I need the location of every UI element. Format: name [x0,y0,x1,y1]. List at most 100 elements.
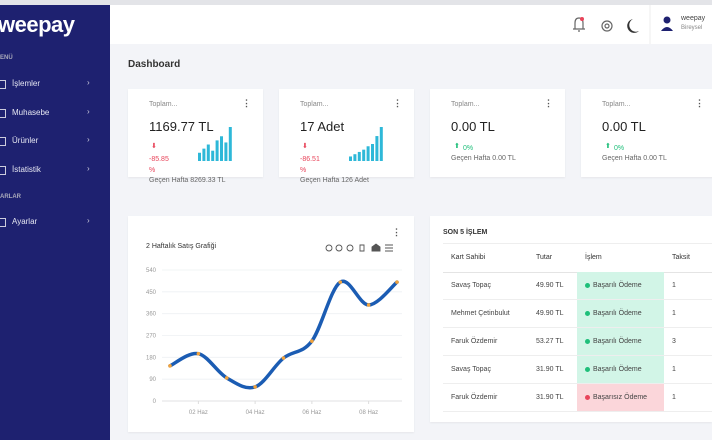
x-tick-label: 02 Haz [189,410,208,416]
table-cell: 3 [672,338,676,345]
card-value: 17 Adet [300,119,345,134]
trend-arrow: ⬆ [605,143,611,150]
card-menu: ⋮ [695,98,704,108]
logo: weepay [0,12,75,37]
card-change: -86.51 % [300,156,320,174]
table-cell: Mehmet Çetinbulut [451,310,510,317]
card-previous: Geçen Hafta 0.00 TL [602,155,667,162]
menu-section: ARLAR [0,194,21,200]
table-cell: 53.27 TL [536,338,564,345]
table-row [443,300,712,328]
data-point [281,356,286,360]
chart-title: 2 Haftalık Satış Grafiği [146,243,216,250]
spark-bar [202,148,206,161]
table-cell: 1 [672,282,676,289]
menu-item[interactable]: Muhasebe › [0,105,110,121]
card-previous: Geçen Hafta 0.00 TL [451,155,516,162]
chart-menu: ⋮ [392,227,401,237]
card-title: Toplam... [602,101,631,108]
toolbar-button[interactable] [371,243,381,252]
stat-card: Toplam... ⋮ 0.00 TL ⬆ 0% Geçen Hafta 0.00 TL [581,89,712,177]
table-cell: Başarılı Ödeme [593,366,642,373]
status-cell [577,328,664,355]
spark-bar [206,144,210,161]
menu-chevron: › [87,106,90,116]
menu-icon [0,165,6,175]
card-previous: Geçen Hafta 126 Adet [300,177,369,184]
chart-panel: ⋮ 2 Haftalık Satış Grafiği 0 90 180 270 360 450… [128,216,414,432]
status-cell [577,272,664,299]
menu-item[interactable]: Ürünler › [0,133,110,149]
card-change: -85.85 % [149,156,169,174]
data-point [366,303,371,307]
table-cell: Başarısız Ödeme [593,394,648,401]
table-cell: Faruk Özdemir [451,338,498,345]
data-point [395,280,399,284]
table-row [443,272,712,300]
table-cell: Başarılı Ödeme [593,310,642,317]
frame-top [0,0,712,5]
x-tick-label: 04 Haz [246,410,265,416]
trend-arrow: ⬇ [151,143,157,150]
table-cell: 1 [672,394,676,401]
user-name: weepay [681,15,706,22]
menu-icon [0,137,6,146]
table-cell: 31.90 TL [536,394,564,401]
table-cell: 49.90 TL [536,310,564,317]
card-change: 0% [463,145,474,152]
table-cell: 31.90 TL [536,366,564,373]
y-tick-label: 0 [153,399,157,405]
table-cell: Başarılı Ödeme [593,338,642,345]
spark-bar [228,127,232,161]
menu-label: Ürünler [12,136,39,145]
spark-bar [362,149,366,161]
table-cell: Başarılı Ödeme [593,282,642,289]
data-point [196,351,201,356]
avatar[interactable] [663,16,671,24]
card-value: 0.00 TL [602,119,646,134]
menu-item[interactable]: İstatistik › [0,162,110,178]
table-cell: 49.90 TL [536,282,564,289]
toolbar-button[interactable] [385,244,393,252]
menu-label: İstatistik [12,164,41,174]
sales-chart: 2 Haftalık Satış Grafiği 0 90 180 270 360 450 5… [146,243,402,416]
sparkline [349,127,383,161]
stat-card: Toplam... ⋮ 1169.77 TL ⬇ -85.85 % Geçen Hafta… [128,89,263,184]
spark-bar [357,151,361,161]
status-dot [585,283,590,288]
toolbar-button[interactable] [325,244,333,252]
sparkline [198,127,232,161]
toolbar-button[interactable] [359,244,365,252]
sidebar [0,5,110,440]
data-point [338,280,343,284]
card-menu: ⋮ [242,98,251,108]
x-tick-label: 06 Haz [302,410,321,416]
card-change: 0% [614,145,625,152]
spark-bar [215,140,219,161]
spark-bar [211,150,215,161]
column-header: Kart Sahibi [451,254,486,261]
toolbar-button[interactable] [346,244,354,252]
status-dot [585,339,590,344]
spark-bar [353,154,357,161]
spark-bar [349,156,352,161]
table-cell: 1 [672,366,676,373]
bell-icon[interactable] [573,17,585,32]
trend-arrow: ⬇ [302,143,308,150]
status-cell [577,300,664,327]
toolbar-button[interactable] [335,244,343,252]
status-dot [585,311,590,316]
column-header: Tutar [536,254,553,261]
menu-item[interactable]: Ayarlar › [0,214,110,230]
settings-icon[interactable] [601,20,613,32]
stat-card: Toplam... ⋮ 0.00 TL ⬆ 0% Geçen Hafta 0.00 TL [430,89,565,177]
table-row [443,384,712,412]
theme-icon[interactable] [627,19,639,33]
table-cell: Savaş Topaç [451,282,491,289]
card-value: 1169.77 TL [149,119,214,134]
table-row [443,356,712,384]
menu-item[interactable]: İşlemler › [0,76,110,92]
page-title: Dashboard [128,59,181,70]
status-dot [585,395,590,400]
